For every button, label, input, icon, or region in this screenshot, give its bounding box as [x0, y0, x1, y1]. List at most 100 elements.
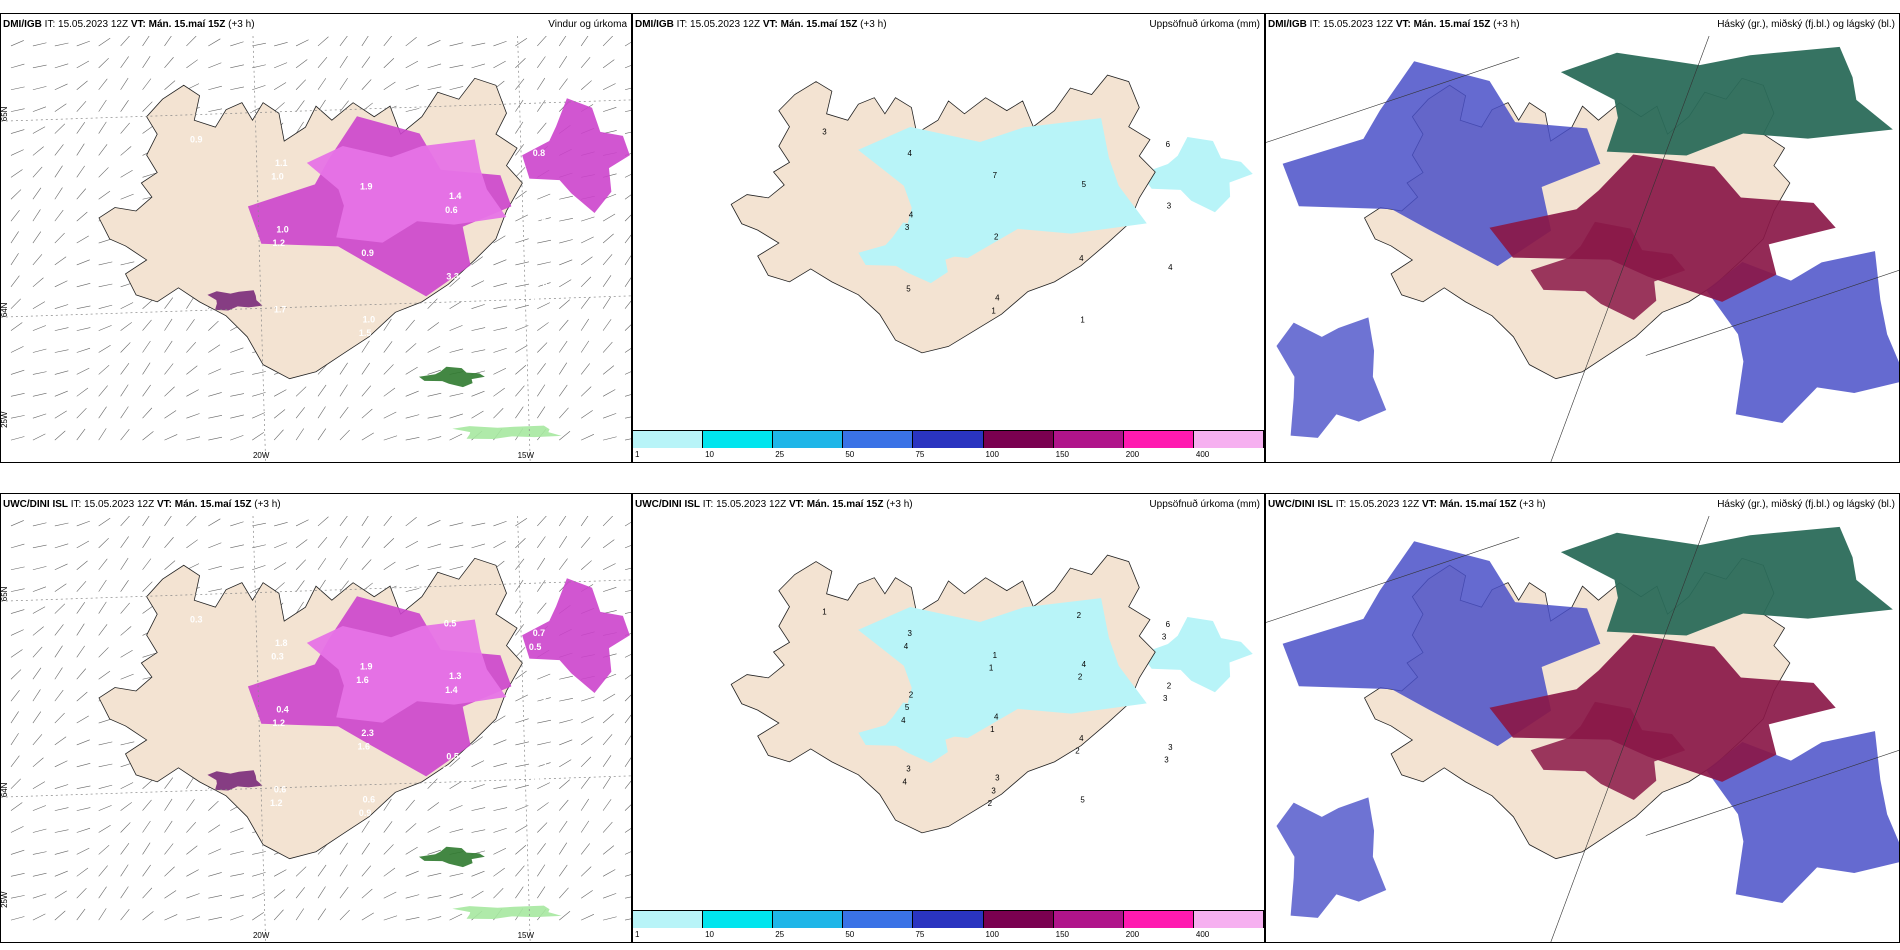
wind-barb — [493, 408, 504, 419]
wind-barb — [164, 297, 174, 309]
map-wind-precip: 65N 64N 25W 20W 15W 0.3 0.4 0.6 1.3 1.1 1.8 2.3 2.1 1… — [1, 516, 631, 942]
wind-barb — [624, 896, 631, 899]
wind-barb — [339, 384, 348, 397]
wind-barb — [624, 611, 631, 614]
wind-barb — [273, 869, 287, 877]
wind-barb — [120, 429, 130, 441]
wind-barb — [98, 428, 107, 441]
wind-barb — [32, 106, 47, 112]
wind-barb — [515, 238, 529, 244]
wind-barb — [471, 63, 485, 69]
wind-barb — [449, 348, 464, 353]
wind-barb — [581, 236, 594, 244]
wind-barb — [10, 209, 20, 222]
wind-barb — [624, 234, 631, 244]
wind-barb — [98, 283, 113, 288]
wind-barb — [580, 536, 591, 549]
precip-value-label: 4 — [994, 712, 999, 721]
wind-barb — [449, 757, 461, 768]
wind-barb — [98, 78, 108, 90]
wind-barb — [471, 327, 486, 331]
wind-barb — [186, 296, 195, 309]
wind-barb — [624, 545, 631, 549]
wind-barb — [186, 821, 197, 833]
wind-barb — [76, 645, 85, 658]
map-accum-precip: 1 2 3 4 3 3 4 5 2 3 1 4 6 5 3 2 3 4 1 2 3 4 1 2 3 4 2 — [633, 516, 1264, 910]
wind-barb — [537, 406, 546, 419]
wind-barb — [120, 363, 130, 375]
colorbar-swatch — [773, 430, 844, 448]
wind-barb — [537, 77, 546, 90]
wind-barb — [142, 516, 150, 527]
wind-barb — [274, 42, 288, 47]
wind-barb — [602, 365, 615, 375]
wind-barb — [493, 739, 507, 746]
wind-barb — [10, 231, 19, 244]
wind-barb — [208, 895, 223, 899]
panel-title: Uppsöfnuð úrkoma (mm) — [1149, 499, 1260, 510]
wind-barb — [515, 261, 530, 266]
wind-barb — [558, 864, 568, 877]
wind-barb — [98, 763, 113, 768]
colorbar-tick-label: 150 — [1055, 930, 1070, 939]
wind-barb — [252, 412, 266, 419]
wind-barb — [32, 231, 42, 244]
wind-barb — [120, 77, 129, 90]
wind-barb — [142, 340, 151, 353]
wind-barb — [558, 319, 569, 331]
wind-barb — [339, 886, 349, 899]
wind-barb — [493, 235, 506, 244]
wind-barb — [76, 739, 90, 746]
precip-value-label: 5 — [1080, 795, 1085, 804]
wind-barb — [10, 169, 23, 178]
wind-barb — [493, 305, 508, 310]
wind-barb — [186, 916, 201, 921]
colorbar-swatch — [773, 910, 844, 928]
grid-line — [252, 36, 266, 462]
wind-barb — [624, 110, 631, 112]
colorbar-tick-label: 1 — [635, 450, 640, 459]
panel-header: UWC/DINI ISL IT: 15.05.2023 12Z VT: Mán.… — [1, 494, 631, 516]
panel-header: DMI/IGB IT: 15.05.2023 12Z VT: Mán. 15.m… — [1266, 14, 1899, 36]
wind-barb — [383, 516, 393, 527]
wind-barb — [405, 37, 417, 47]
wind-barb — [10, 711, 19, 724]
panel-header: UWC/DINI ISL IT: 15.05.2023 12Z VT: Mán.… — [1266, 494, 1899, 516]
valid-time: Mán. 15.maí 15Z — [174, 499, 252, 510]
wind-barb — [383, 844, 394, 855]
wind-barb — [515, 886, 524, 899]
wind-barb — [624, 654, 631, 658]
wind-barb — [580, 410, 593, 419]
wind-barb — [208, 85, 222, 91]
wind-barb — [537, 282, 551, 288]
wind-barb — [54, 829, 69, 833]
wind-barb — [515, 304, 529, 310]
wind-barb — [558, 384, 568, 397]
colorbar-swatch — [703, 910, 774, 928]
wind-barb — [142, 384, 151, 397]
wind-barb — [120, 516, 130, 527]
wind-barb — [515, 624, 524, 636]
wind-barb — [54, 123, 66, 134]
wind-barb — [493, 40, 507, 47]
model-name: UWC/DINI ISL — [3, 499, 68, 510]
colorbar-swatch — [843, 430, 914, 448]
wind-barb — [317, 36, 329, 47]
wind-barb — [295, 539, 308, 549]
wind-barb — [405, 517, 417, 527]
wind-barb — [405, 823, 417, 833]
wind-barb — [295, 121, 304, 134]
wind-barb — [98, 579, 107, 592]
wind-barb — [449, 781, 462, 789]
wind-barb — [32, 893, 47, 899]
wind-barb — [164, 914, 178, 921]
precip-value-label: 3 — [1168, 743, 1173, 752]
wind-barb — [142, 431, 154, 441]
wind-barb — [361, 36, 369, 47]
wind-barb — [54, 689, 64, 702]
colorbar-swatch — [633, 910, 704, 928]
precip-value-label: 2.3 — [361, 728, 373, 738]
wind-barb — [98, 741, 113, 746]
wind-barb — [405, 588, 420, 592]
wind-barb — [515, 99, 524, 112]
